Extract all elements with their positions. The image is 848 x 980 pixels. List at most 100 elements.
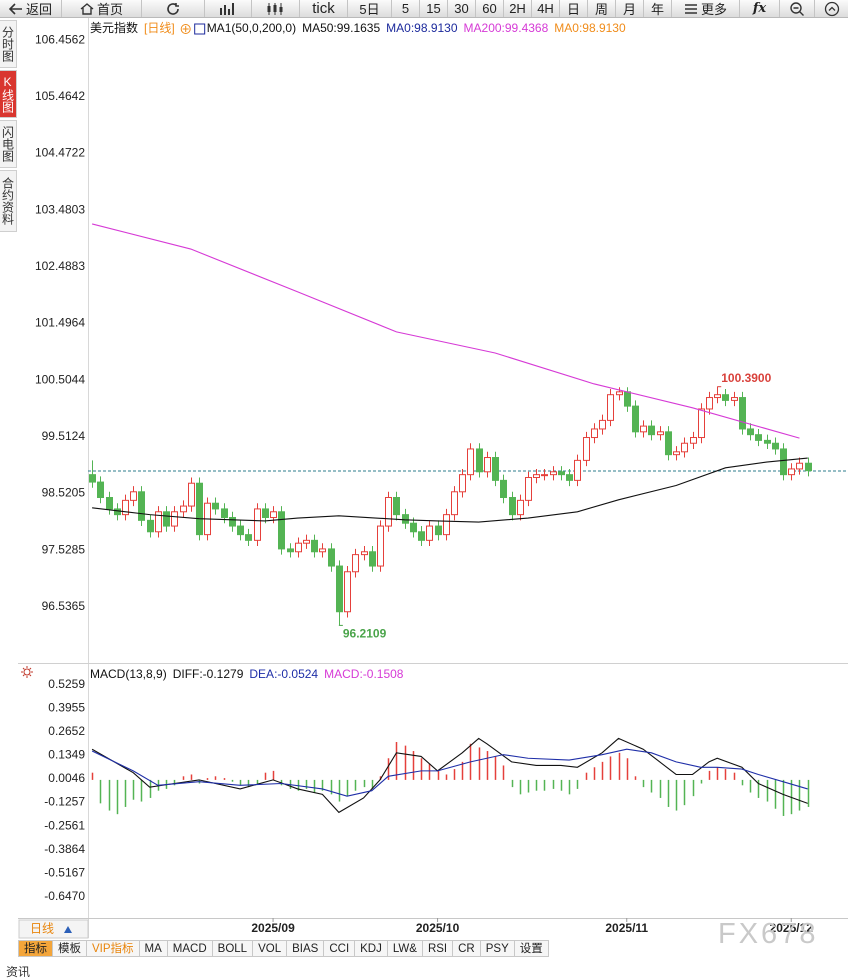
candle-body: [583, 437, 590, 461]
indicator-tab[interactable]: VOL: [253, 940, 288, 957]
macd-bar: [798, 779, 801, 811]
macd-bar: [543, 779, 546, 791]
candle-body: [97, 481, 104, 499]
candle-body: [731, 397, 738, 401]
candle-body: [484, 457, 491, 473]
home-button[interactable]: 首页: [62, 0, 142, 17]
indicator-tab[interactable]: 模板: [53, 940, 87, 957]
indicator-tab[interactable]: MACD: [167, 940, 213, 957]
indicator-tab[interactable]: 设置: [514, 940, 549, 957]
period-label[interactable]: 日线: [30, 922, 54, 936]
toolbar-button[interactable]: 60: [476, 0, 504, 17]
side-tab-active[interactable]: K线图: [0, 70, 17, 118]
toolbar-button[interactable]: 周: [588, 0, 616, 17]
toolbar-label[interactable]: 返回: [25, 2, 52, 17]
period-arrow[interactable]: [64, 926, 72, 933]
toolbar-button[interactable]: 月: [616, 0, 644, 17]
candle-body: [509, 497, 516, 516]
macd-bar: [231, 779, 234, 782]
macd-bar: [223, 778, 226, 780]
candle-body: [278, 511, 285, 550]
y-tick-label: 100.5044: [35, 372, 85, 386]
macd-bar: [272, 770, 275, 780]
indicator-tab[interactable]: PSY: [480, 940, 515, 957]
macd-bar: [256, 779, 259, 784]
toolbar-button[interactable]: 年: [644, 0, 672, 17]
indicator-tab[interactable]: RSI: [422, 940, 454, 957]
macd-bar: [683, 779, 686, 806]
macd-bar: [675, 779, 678, 811]
toolbar-button[interactable]: 30: [448, 0, 476, 17]
toolbar-label[interactable]: 更多: [700, 2, 727, 17]
bar-chart-icon: [220, 2, 234, 15]
y-tick-label: -0.5167: [44, 865, 85, 879]
candle-body: [287, 548, 294, 553]
indicator-tab[interactable]: VIP指标: [87, 940, 140, 957]
side-tab[interactable]: 分时图: [0, 20, 17, 68]
macd-bar: [354, 779, 357, 791]
indicator-tab[interactable]: BIAS: [287, 940, 325, 957]
period-box[interactable]: [18, 919, 89, 939]
indicator-tab[interactable]: BOLL: [212, 940, 254, 957]
macd-bar: [363, 779, 366, 788]
candle-body: [517, 499, 524, 516]
toolbar-label[interactable]: 首页: [96, 2, 123, 17]
back-icon: [8, 2, 22, 15]
toolbar-button[interactable]: tick: [300, 0, 348, 17]
indicator-title: MACD(13,8,9): [90, 667, 167, 681]
toolbar-button[interactable]: 4H: [532, 0, 560, 17]
footer-tab[interactable]: 资讯: [6, 965, 31, 979]
macd-bar: [239, 779, 242, 786]
macd-bar: [305, 779, 308, 789]
candle-body: [459, 474, 466, 493]
indicator-tab[interactable]: MA: [139, 940, 168, 957]
y-tick-label: 0.1349: [48, 748, 85, 762]
back-button[interactable]: 返回: [0, 0, 62, 17]
indicator-tab[interactable]: KDJ: [355, 940, 388, 957]
indicator-tab[interactable]: CR: [453, 940, 481, 957]
macd-bar: [445, 774, 448, 780]
zoom-out-icon: [790, 1, 804, 16]
candle-body: [714, 394, 721, 399]
candle-body: [245, 534, 252, 541]
indicator-tab[interactable]: LW&: [387, 940, 423, 957]
settings-icon[interactable]: [21, 666, 33, 678]
indicator-tab[interactable]: 指标: [18, 940, 53, 957]
candle-body: [451, 491, 458, 516]
macd-bar: [321, 779, 324, 791]
macd-bar: [692, 779, 695, 797]
macd-bar: [650, 779, 653, 793]
candle-body: [607, 394, 614, 421]
toolbar-button[interactable]: 日: [560, 0, 588, 17]
toolbar-button[interactable]: 5日: [348, 0, 392, 17]
candle-body: [533, 474, 540, 479]
y-tick-label: 0.2652: [48, 724, 85, 738]
candle-body: [566, 474, 573, 481]
toggle-icon: [194, 23, 206, 35]
collapse-button[interactable]: [815, 0, 848, 17]
macd-bar: [338, 779, 341, 802]
side-tab[interactable]: 闪电图: [0, 120, 17, 168]
indicator-tab[interactable]: CCI: [324, 940, 356, 957]
bar-chart-button[interactable]: [205, 0, 252, 17]
toolbar-button[interactable]: 5: [392, 0, 420, 17]
formula-button[interactable]: fx: [740, 0, 780, 17]
macd-bar: [552, 779, 555, 789]
toolbar-button[interactable]: 15: [420, 0, 448, 17]
indicator-line: [92, 457, 808, 523]
y-tick-label: 96.5365: [42, 599, 86, 613]
candle-body: [89, 474, 96, 483]
add-icon: [180, 24, 191, 34]
more-button[interactable]: 更多: [672, 0, 740, 17]
candle-body: [385, 497, 392, 527]
side-tab[interactable]: 合约资料: [0, 170, 17, 232]
x-tick-label: 2025/10: [416, 921, 460, 935]
macd-bar: [116, 779, 119, 815]
toolbar: 返回 首页 tick 5日 5 15 30 60 2H 4H 日 周 月 年 更…: [0, 0, 848, 18]
candle-button[interactable]: [252, 0, 300, 17]
toolbar-button[interactable]: 2H: [504, 0, 532, 17]
refresh-button[interactable]: [142, 0, 205, 17]
macd-bar: [774, 779, 777, 809]
macd-bar: [173, 779, 176, 786]
zoom-out-button[interactable]: [780, 0, 815, 17]
